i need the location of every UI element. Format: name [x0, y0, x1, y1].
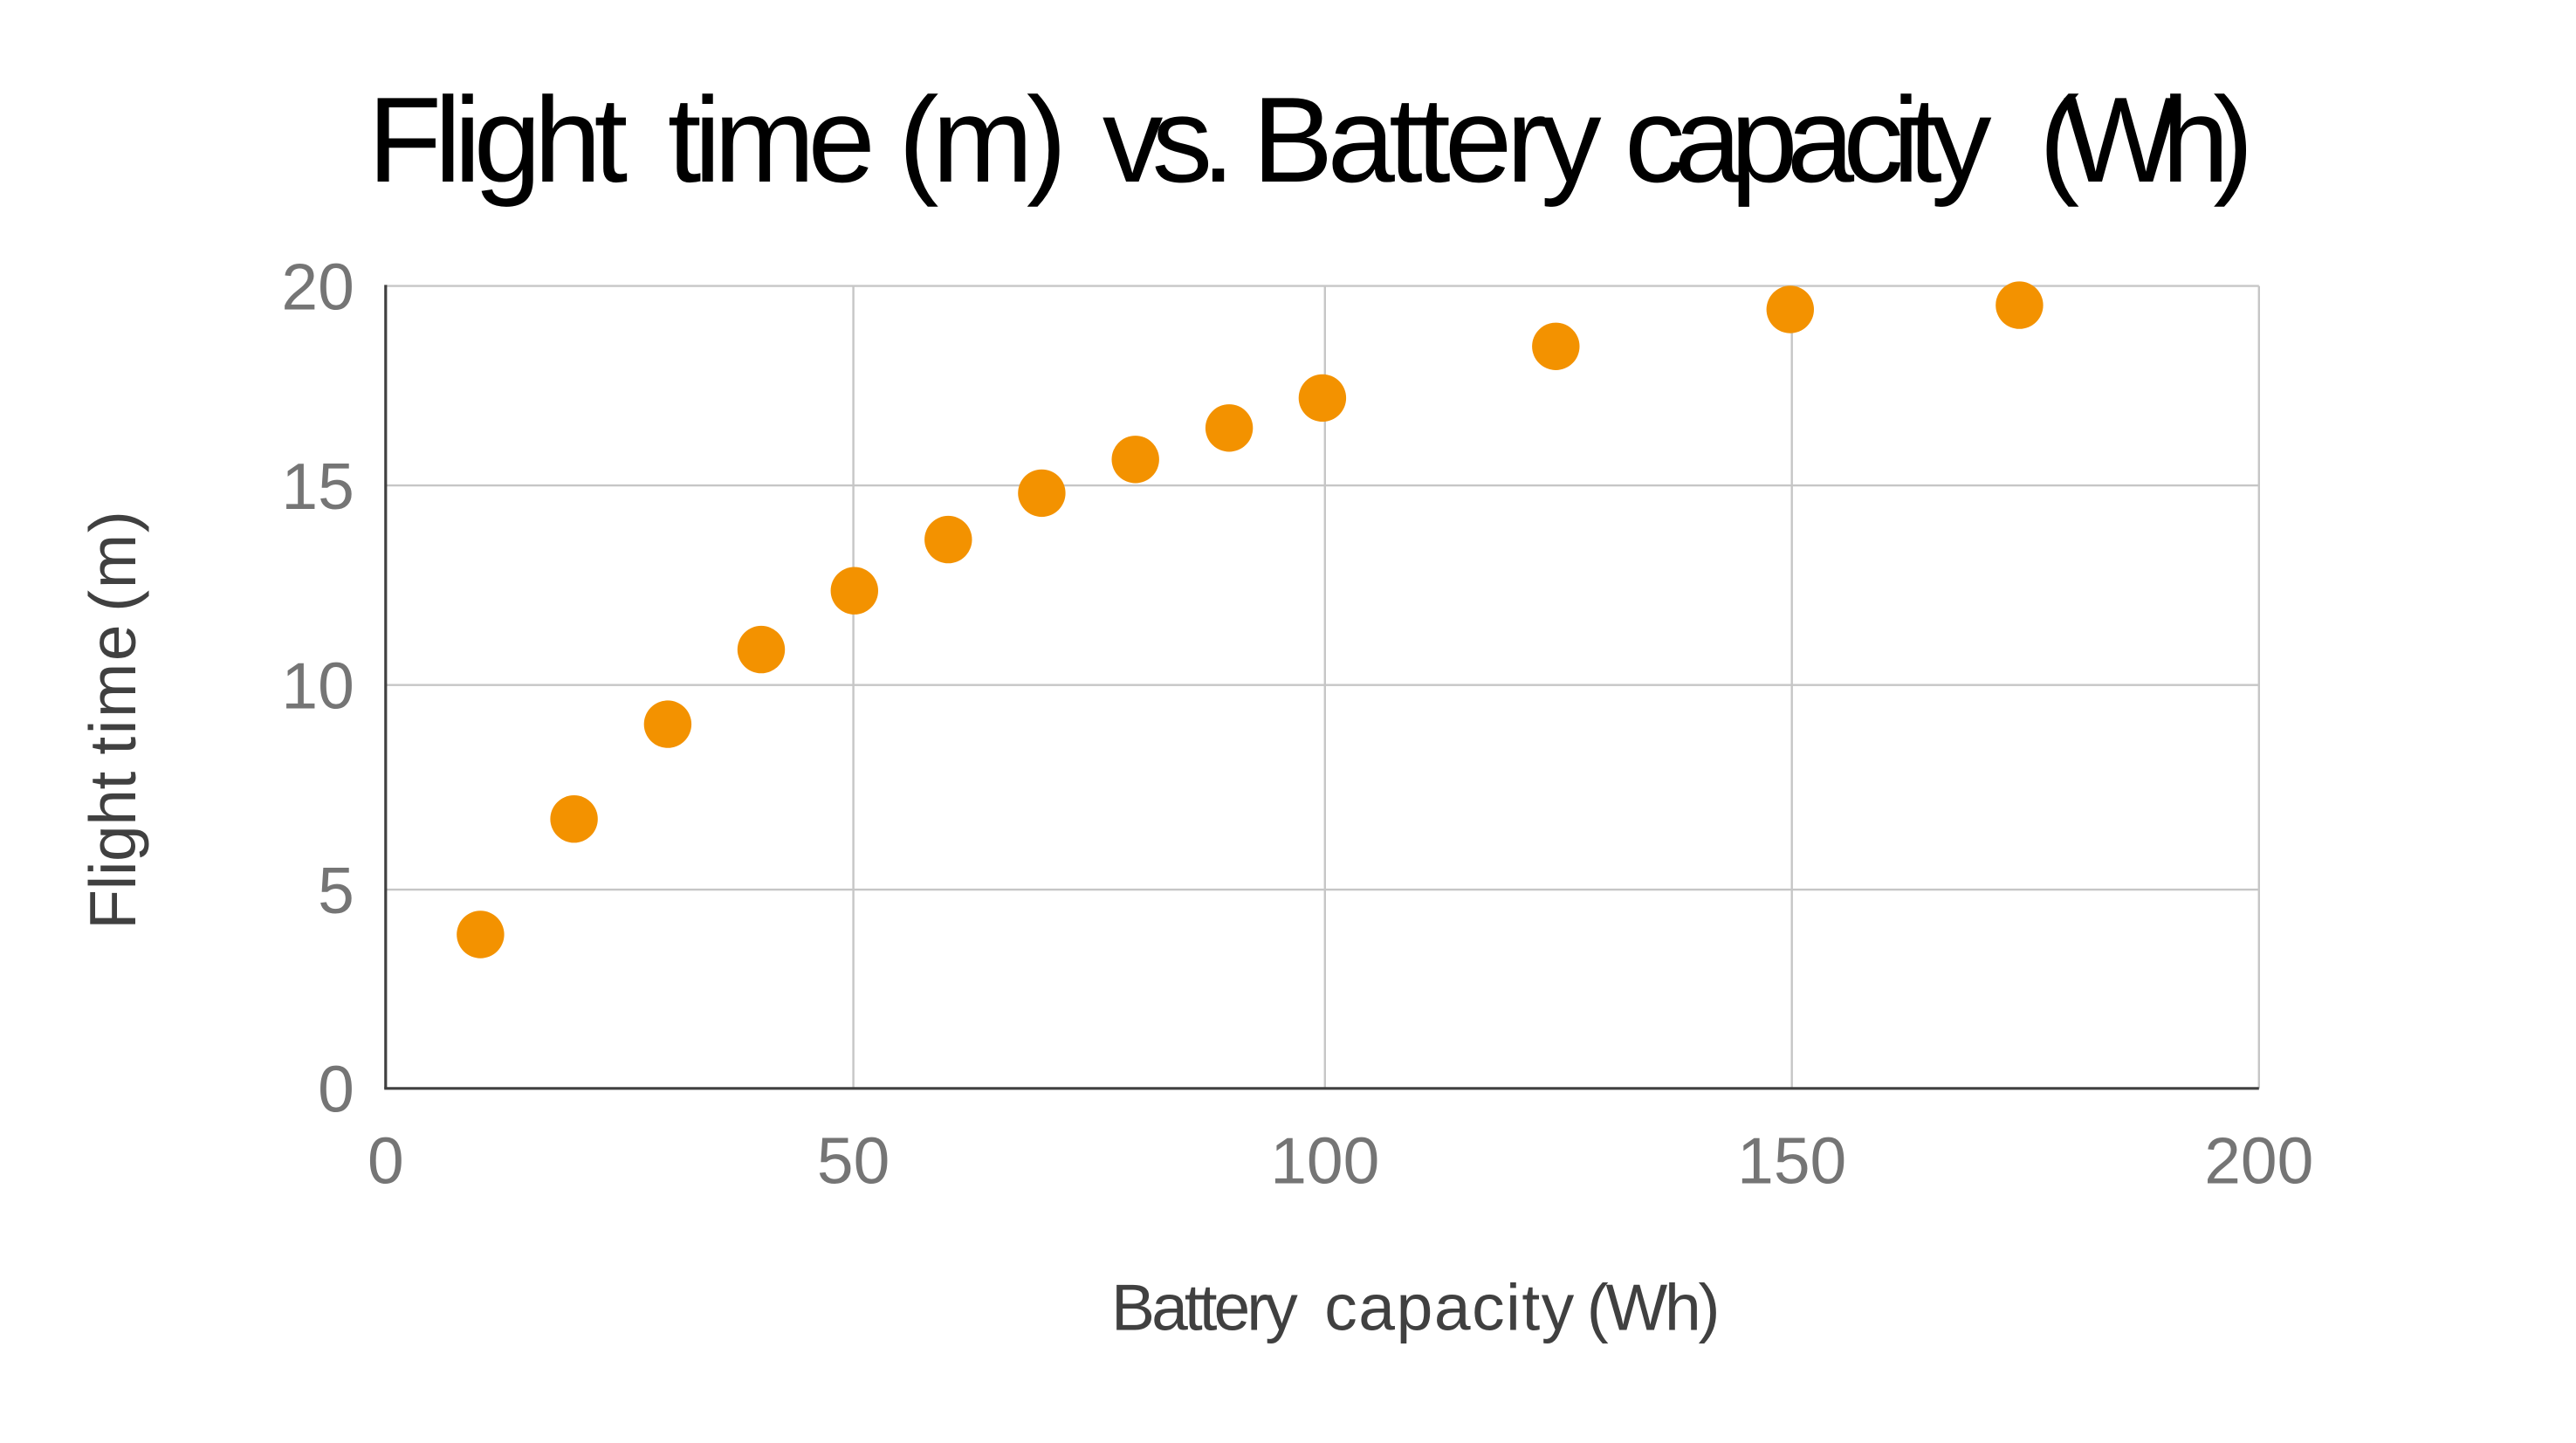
svg-text:capacity: capacity — [1625, 72, 1992, 208]
svg-text:(Wh): (Wh) — [2039, 72, 2254, 208]
svg-text:Flight: Flight — [76, 772, 149, 930]
svg-text:time: time — [668, 72, 876, 208]
svg-text:0: 0 — [318, 1053, 354, 1126]
svg-text:15: 15 — [281, 450, 354, 523]
svg-text:(Wh): (Wh) — [1587, 1271, 1721, 1344]
svg-text:Flight: Flight — [368, 72, 628, 208]
svg-text:Battery: Battery — [1253, 72, 1603, 208]
svg-text:vs.: vs. — [1103, 72, 1235, 208]
svg-text:10: 10 — [281, 649, 354, 723]
svg-text:time: time — [76, 624, 149, 754]
svg-text:100: 100 — [1270, 1124, 1379, 1198]
svg-text:Battery: Battery — [1111, 1271, 1298, 1344]
svg-text:20: 20 — [281, 251, 354, 324]
svg-text:150: 150 — [1737, 1124, 1846, 1198]
svg-text:200: 200 — [2204, 1124, 2313, 1198]
svg-text:50: 50 — [817, 1124, 890, 1198]
svg-text:0: 0 — [368, 1124, 404, 1198]
svg-text:(m): (m) — [898, 72, 1067, 208]
svg-text:5: 5 — [318, 854, 354, 927]
svg-text:(m): (m) — [76, 511, 149, 612]
svg-text:capacity: capacity — [1324, 1271, 1575, 1344]
